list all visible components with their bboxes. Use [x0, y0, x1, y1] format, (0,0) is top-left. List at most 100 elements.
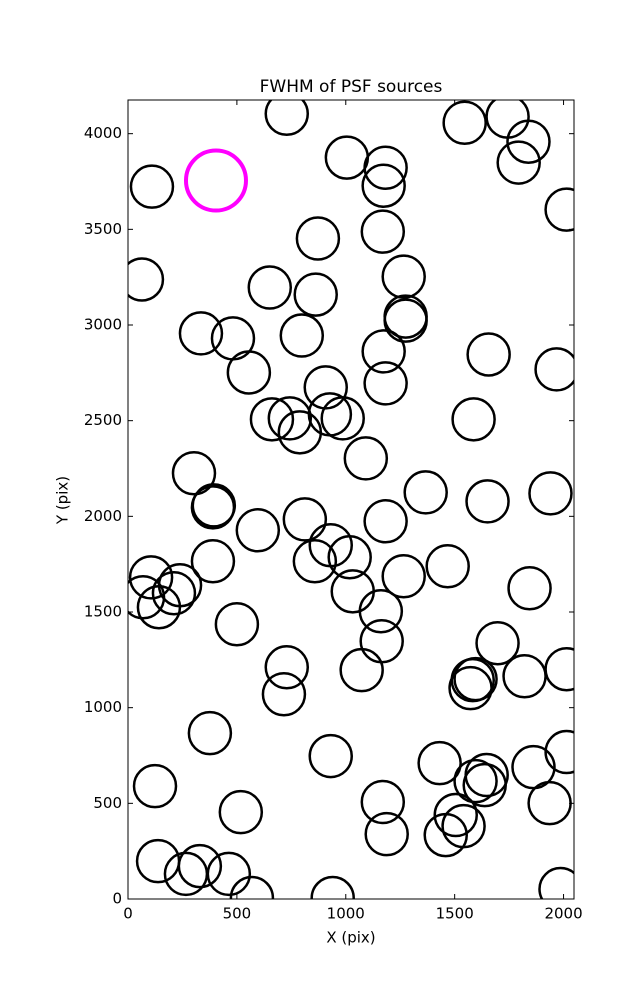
source-circle — [361, 329, 406, 374]
source-circle — [303, 365, 348, 410]
y-tick-label: 1000 — [84, 698, 122, 716]
y-axis-label: Y (pix) — [54, 476, 72, 525]
y-tick-label: 1500 — [84, 603, 122, 621]
y-tick-label: 0 — [112, 890, 122, 908]
source-circle — [135, 838, 181, 884]
source-circle — [448, 665, 493, 711]
source-circle — [381, 254, 426, 299]
source-circle — [360, 779, 406, 825]
source-circle — [163, 851, 209, 897]
source-circle — [190, 485, 236, 530]
source-circle — [506, 119, 551, 164]
source-circle — [177, 843, 223, 889]
source-circle — [307, 392, 353, 437]
chart-title: FWHM of PSF sources — [260, 77, 443, 97]
source-circle — [178, 311, 224, 356]
source-circle — [359, 619, 404, 664]
y-tick-label: 2500 — [84, 411, 122, 429]
source-circle — [433, 792, 478, 838]
y-tick-label: 2000 — [84, 507, 122, 525]
source-circle — [132, 763, 178, 809]
source-circle — [324, 135, 370, 180]
x-tick-label: 0 — [123, 905, 133, 923]
source-circle — [507, 566, 552, 611]
source-circle — [249, 397, 295, 442]
source-circle — [247, 265, 293, 310]
source-circle — [128, 555, 174, 600]
source-circle — [360, 209, 406, 254]
source-circle — [293, 272, 338, 317]
source-circle — [417, 740, 462, 786]
source-circle — [485, 100, 530, 139]
source-circle — [210, 316, 256, 361]
source-circle — [320, 396, 365, 441]
source-circle — [451, 397, 496, 442]
source-circle — [264, 645, 310, 690]
source-circle — [339, 647, 384, 693]
source-circle — [218, 789, 264, 835]
x-tick-label: 500 — [223, 905, 252, 923]
source-circle — [403, 470, 448, 515]
source-circle — [187, 710, 233, 756]
plot-frame — [127, 99, 575, 900]
source-circle — [358, 588, 404, 634]
source-circle — [279, 313, 325, 358]
y-tick-label: 500 — [93, 794, 122, 812]
source-circle — [206, 851, 252, 897]
source-circle — [496, 140, 541, 185]
y-tick-label: 3500 — [84, 220, 122, 238]
source-circle — [229, 875, 275, 899]
source-circle — [235, 508, 281, 553]
source-circle — [129, 164, 175, 209]
y-tick-label: 3000 — [84, 316, 122, 334]
source-circle — [267, 396, 313, 441]
source-circle — [544, 187, 574, 232]
source-circle — [151, 571, 197, 616]
source-circle — [277, 410, 323, 455]
source-circle — [190, 539, 236, 584]
source-circle — [442, 100, 487, 146]
source-circle — [128, 257, 165, 302]
source-circle — [330, 569, 375, 614]
source-circle — [538, 866, 574, 899]
y-tick-label: 4000 — [84, 124, 122, 142]
source-circle — [128, 575, 166, 620]
source-circle — [527, 780, 572, 826]
source-circle — [363, 499, 408, 544]
source-circle — [528, 471, 573, 516]
source-circle — [383, 298, 428, 343]
source-circle — [462, 762, 507, 808]
source-circle — [544, 729, 574, 775]
source-circle — [381, 553, 426, 599]
x-tick-label: 1500 — [436, 905, 474, 923]
source-circle — [364, 811, 409, 857]
source-circle — [361, 163, 406, 208]
x-tick-label: 2000 — [544, 905, 582, 923]
source-circle — [453, 758, 498, 804]
source-circle — [171, 451, 217, 496]
source-circle — [136, 584, 182, 630]
source-circle — [261, 672, 307, 717]
source-circle — [214, 601, 260, 647]
source-circle — [282, 497, 328, 542]
source-circle — [450, 657, 495, 703]
source-circle — [363, 361, 408, 406]
source-circle — [466, 332, 511, 377]
source-circle — [502, 654, 547, 699]
source-circle — [327, 535, 372, 580]
source-circle — [295, 216, 341, 261]
source-circle — [183, 148, 248, 213]
source-circle — [292, 539, 338, 584]
source-circle — [363, 145, 408, 190]
source-circle — [465, 479, 510, 524]
x-axis-label: X (pix) — [326, 929, 375, 947]
source-circle — [310, 875, 355, 899]
source-circle — [423, 812, 468, 858]
source-circle — [425, 544, 470, 589]
plot-area — [128, 100, 574, 899]
source-circle — [308, 733, 353, 779]
source-circle — [453, 656, 498, 702]
source-circle — [343, 436, 389, 481]
